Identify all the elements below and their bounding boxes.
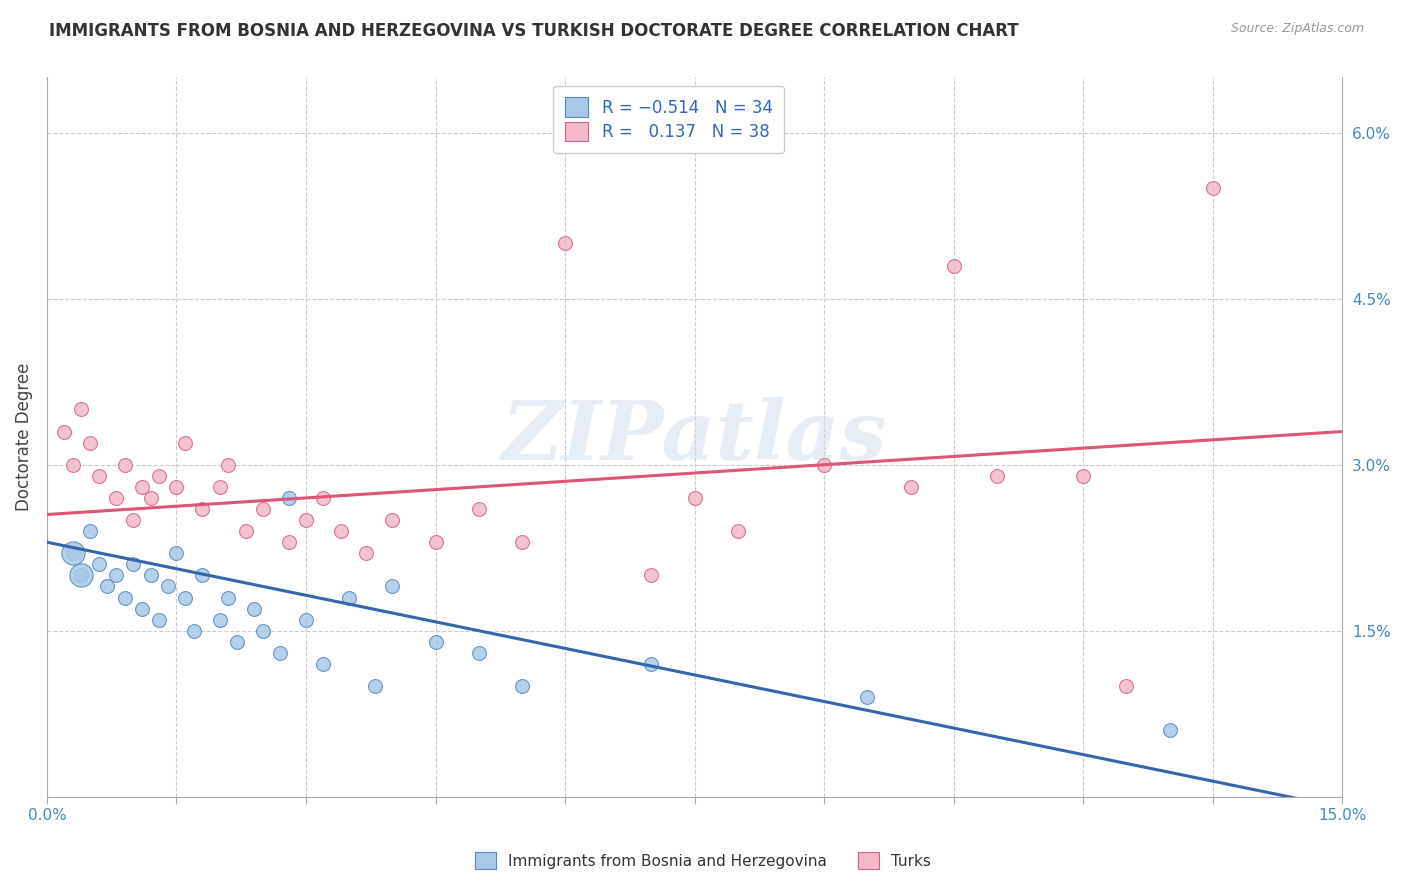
Point: [183, 624, 205, 638]
Point: [295, 513, 318, 527]
Point: [104, 568, 127, 582]
Point: [510, 679, 533, 693]
Point: [96, 579, 118, 593]
Point: [174, 435, 197, 450]
Point: [165, 546, 187, 560]
Point: [148, 613, 170, 627]
Point: [139, 568, 162, 582]
Point: [235, 524, 257, 538]
Point: [217, 591, 239, 605]
Point: [510, 535, 533, 549]
Point: [114, 458, 136, 472]
Text: ZIPatlas: ZIPatlas: [502, 397, 887, 477]
Point: [139, 491, 162, 505]
Point: [381, 513, 404, 527]
Point: [114, 591, 136, 605]
Point: [165, 480, 187, 494]
Point: [62, 546, 84, 560]
Point: [329, 524, 352, 538]
Point: [277, 535, 299, 549]
Point: [252, 624, 274, 638]
Point: [217, 458, 239, 472]
Point: [554, 236, 576, 251]
Point: [252, 502, 274, 516]
Point: [900, 480, 922, 494]
Point: [856, 690, 879, 704]
Point: [425, 634, 447, 648]
Point: [70, 402, 93, 417]
Text: Source: ZipAtlas.com: Source: ZipAtlas.com: [1230, 22, 1364, 36]
Point: [70, 568, 93, 582]
Point: [131, 601, 153, 615]
Point: [942, 259, 965, 273]
Point: [87, 558, 110, 572]
Point: [104, 491, 127, 505]
Point: [1071, 468, 1094, 483]
Point: [277, 491, 299, 505]
Point: [122, 513, 145, 527]
Point: [813, 458, 835, 472]
Point: [70, 568, 93, 582]
Point: [191, 568, 214, 582]
Point: [640, 657, 662, 671]
Point: [208, 480, 231, 494]
Point: [640, 568, 662, 582]
Point: [312, 657, 335, 671]
Point: [79, 435, 101, 450]
Point: [62, 546, 84, 560]
Point: [1202, 181, 1225, 195]
Point: [467, 502, 489, 516]
Text: IMMIGRANTS FROM BOSNIA AND HERZEGOVINA VS TURKISH DOCTORATE DEGREE CORRELATION C: IMMIGRANTS FROM BOSNIA AND HERZEGOVINA V…: [49, 22, 1019, 40]
Point: [683, 491, 706, 505]
Point: [131, 480, 153, 494]
Legend: R = −0.514   N = 34, R =   0.137   N = 38: R = −0.514 N = 34, R = 0.137 N = 38: [553, 86, 785, 153]
Point: [986, 468, 1008, 483]
Point: [191, 502, 214, 516]
Point: [243, 601, 266, 615]
Point: [381, 579, 404, 593]
Legend: Immigrants from Bosnia and Herzegovina, Turks: Immigrants from Bosnia and Herzegovina, …: [468, 846, 938, 875]
Point: [225, 634, 247, 648]
Point: [53, 425, 76, 439]
Point: [1115, 679, 1137, 693]
Point: [87, 468, 110, 483]
Point: [269, 646, 291, 660]
Point: [727, 524, 749, 538]
Point: [62, 458, 84, 472]
Point: [467, 646, 489, 660]
Point: [356, 546, 378, 560]
Point: [79, 524, 101, 538]
Point: [312, 491, 335, 505]
Point: [425, 535, 447, 549]
Point: [295, 613, 318, 627]
Point: [148, 468, 170, 483]
Point: [208, 613, 231, 627]
Point: [122, 558, 145, 572]
Point: [337, 591, 360, 605]
Point: [364, 679, 387, 693]
Y-axis label: Doctorate Degree: Doctorate Degree: [15, 363, 32, 511]
Point: [174, 591, 197, 605]
Point: [156, 579, 179, 593]
Point: [1159, 723, 1181, 738]
